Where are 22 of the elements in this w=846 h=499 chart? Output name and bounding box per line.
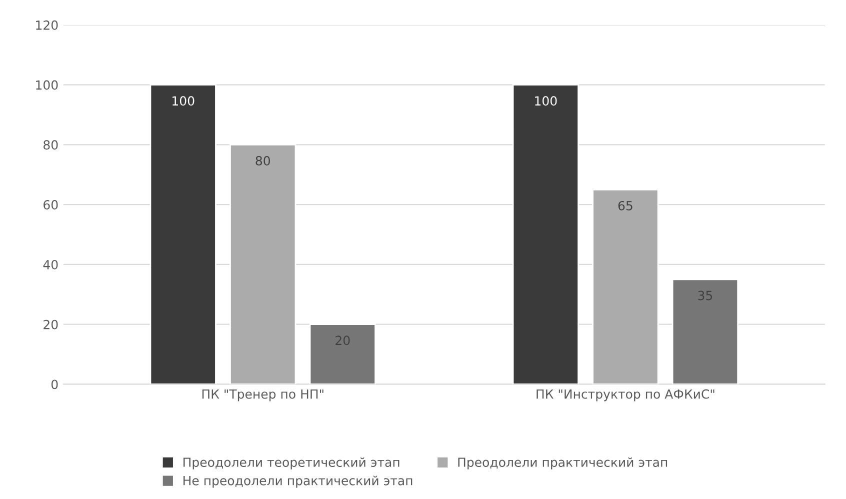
bar bbox=[592, 188, 659, 384]
data-label: 80 bbox=[256, 156, 270, 166]
data-label: 100 bbox=[172, 96, 194, 106]
bar bbox=[150, 84, 216, 384]
data-label: 100 bbox=[535, 96, 557, 106]
y-tick-label: 80 bbox=[44, 140, 58, 150]
bar bbox=[512, 84, 579, 384]
data-label: 65 bbox=[618, 200, 632, 210]
y-tick-label: 20 bbox=[44, 320, 58, 330]
bar bbox=[230, 144, 296, 384]
y-tick-label: 100 bbox=[36, 80, 58, 90]
x-tick-label: ПК "Тренер по НП" bbox=[202, 389, 324, 402]
legend-label: Не преодолели практический этап bbox=[184, 476, 412, 488]
x-tick-label: ПК "Инструктор по АФКиС" bbox=[536, 389, 714, 402]
bar bbox=[309, 324, 376, 384]
legend-label: Преодолели теоретический этап bbox=[184, 457, 400, 470]
y-tick-label: 60 bbox=[44, 200, 58, 210]
y-tick-label: 0 bbox=[51, 380, 58, 390]
bar bbox=[672, 278, 739, 384]
legend-label: Преодолели практический этап bbox=[458, 457, 668, 470]
y-tick-label: 120 bbox=[36, 20, 58, 30]
y-tick-label: 40 bbox=[43, 260, 58, 270]
